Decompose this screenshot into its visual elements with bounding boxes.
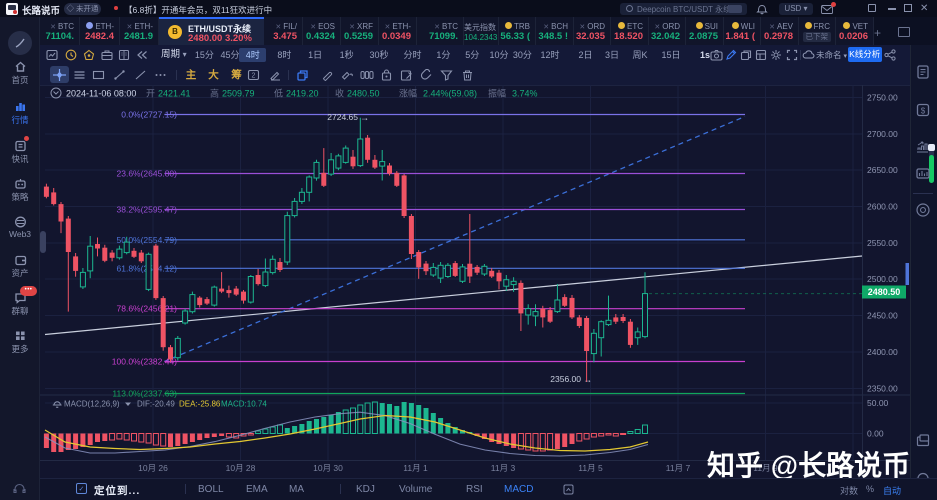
- svg-text:→: →: [583, 375, 592, 385]
- svg-text:2400.00: 2400.00: [867, 347, 898, 357]
- svg-text:11月 3: 11月 3: [491, 463, 516, 473]
- svg-text:2550.00: 2550.00: [867, 238, 898, 248]
- svg-text:振幅: 振幅: [488, 88, 506, 99]
- svg-text:2356.00: 2356.00: [550, 374, 581, 384]
- svg-text:2480.50: 2480.50: [347, 89, 380, 99]
- svg-text:11月 5: 11月 5: [578, 463, 603, 473]
- svg-text:10月 26: 10月 26: [138, 463, 168, 473]
- svg-text:0.0%(2727.15): 0.0%(2727.15): [121, 110, 177, 120]
- svg-text:2: 2: [252, 73, 256, 80]
- svg-text:2024-11-06 08:00: 2024-11-06 08:00: [66, 89, 136, 99]
- svg-text:10月 30: 10月 30: [313, 463, 343, 473]
- svg-text:MACD(12,26,9): MACD(12,26,9): [64, 400, 120, 409]
- svg-text:0.00: 0.00: [867, 429, 884, 439]
- svg-text:2509.79: 2509.79: [222, 89, 255, 99]
- svg-text:10月 28: 10月 28: [226, 463, 256, 473]
- svg-text:2450.00: 2450.00: [867, 311, 898, 321]
- svg-text:2600.00: 2600.00: [867, 202, 898, 212]
- svg-text:3.74%: 3.74%: [512, 89, 538, 99]
- svg-text:→: →: [360, 113, 369, 123]
- svg-text:11月 7: 11月 7: [666, 463, 691, 473]
- svg-text:开: 开: [146, 89, 155, 99]
- svg-text:MACD:10.74: MACD:10.74: [221, 400, 267, 409]
- svg-text:低: 低: [274, 88, 283, 99]
- svg-text:$: $: [921, 107, 926, 116]
- svg-text:2.44%(59.08): 2.44%(59.08): [423, 89, 477, 99]
- svg-text:2350.00: 2350.00: [867, 383, 898, 393]
- svg-text:DEA:-25.86: DEA:-25.86: [179, 400, 221, 409]
- svg-text:涨幅: 涨幅: [399, 88, 417, 99]
- svg-text:高: 高: [210, 88, 219, 99]
- svg-text:11月 9: 11月 9: [753, 463, 778, 473]
- svg-text:2500.00: 2500.00: [867, 274, 898, 284]
- svg-text:2700.00: 2700.00: [867, 129, 898, 139]
- svg-text:2750.00: 2750.00: [867, 92, 898, 102]
- svg-text:DIF:-20.49: DIF:-20.49: [137, 400, 175, 409]
- svg-text:113.0%(2337.63): 113.0%(2337.63): [112, 389, 177, 399]
- svg-text:38.2%(2595.47): 38.2%(2595.47): [117, 205, 178, 215]
- svg-text:2650.00: 2650.00: [867, 165, 898, 175]
- svg-text:100.0%(2382.44): 100.0%(2382.44): [112, 357, 177, 367]
- svg-text:收: 收: [335, 88, 344, 99]
- svg-text:50.00: 50.00: [867, 398, 889, 408]
- svg-text:2421.41: 2421.41: [158, 89, 191, 99]
- svg-text:11月 1: 11月 1: [403, 463, 428, 473]
- svg-text:2419.20: 2419.20: [286, 89, 319, 99]
- svg-text:2480.50: 2480.50: [868, 287, 901, 297]
- svg-text:50.0%(2554.79): 50.0%(2554.79): [117, 235, 178, 245]
- svg-text:78.6%(2456.21): 78.6%(2456.21): [117, 304, 178, 314]
- svg-text:2724.65: 2724.65: [327, 112, 358, 122]
- svg-text:23.6%(2645.80): 23.6%(2645.80): [117, 169, 178, 179]
